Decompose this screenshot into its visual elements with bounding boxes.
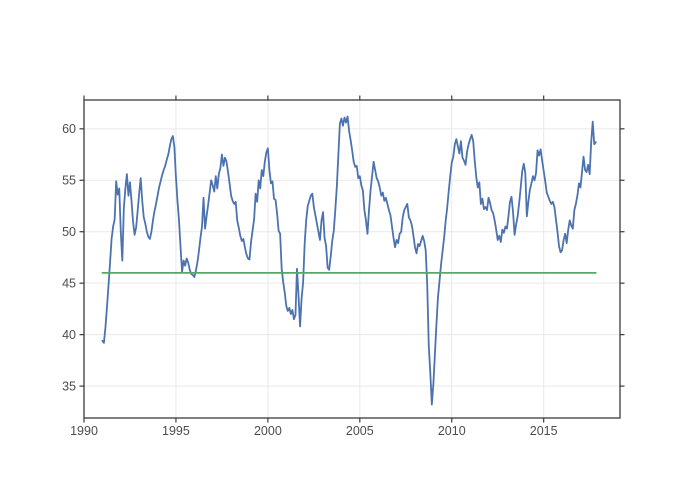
y-tick-label: 50 <box>62 225 76 239</box>
plot-border <box>83 99 621 419</box>
x-tick-label: 2015 <box>530 424 558 438</box>
y-tick-label: 35 <box>62 379 76 393</box>
x-tick-label: 1990 <box>70 424 98 438</box>
x-tick-label: 2010 <box>438 424 466 438</box>
y-tick-labels: 35 40 45 50 55 60 <box>62 122 76 393</box>
x-tick-label: 2000 <box>254 424 282 438</box>
x-tick-label: 2005 <box>346 424 374 438</box>
x-tick-label: 1995 <box>162 424 190 438</box>
x-tick-labels: 1990 1995 2000 2005 2010 2015 <box>70 424 558 438</box>
tick-marks <box>79 95 625 423</box>
y-tick-label: 60 <box>62 122 76 136</box>
y-tick-label: 45 <box>62 276 76 290</box>
monthly-index <box>101 115 597 406</box>
y-tick-label: 40 <box>62 328 76 342</box>
y-tick-label: 55 <box>62 174 76 188</box>
